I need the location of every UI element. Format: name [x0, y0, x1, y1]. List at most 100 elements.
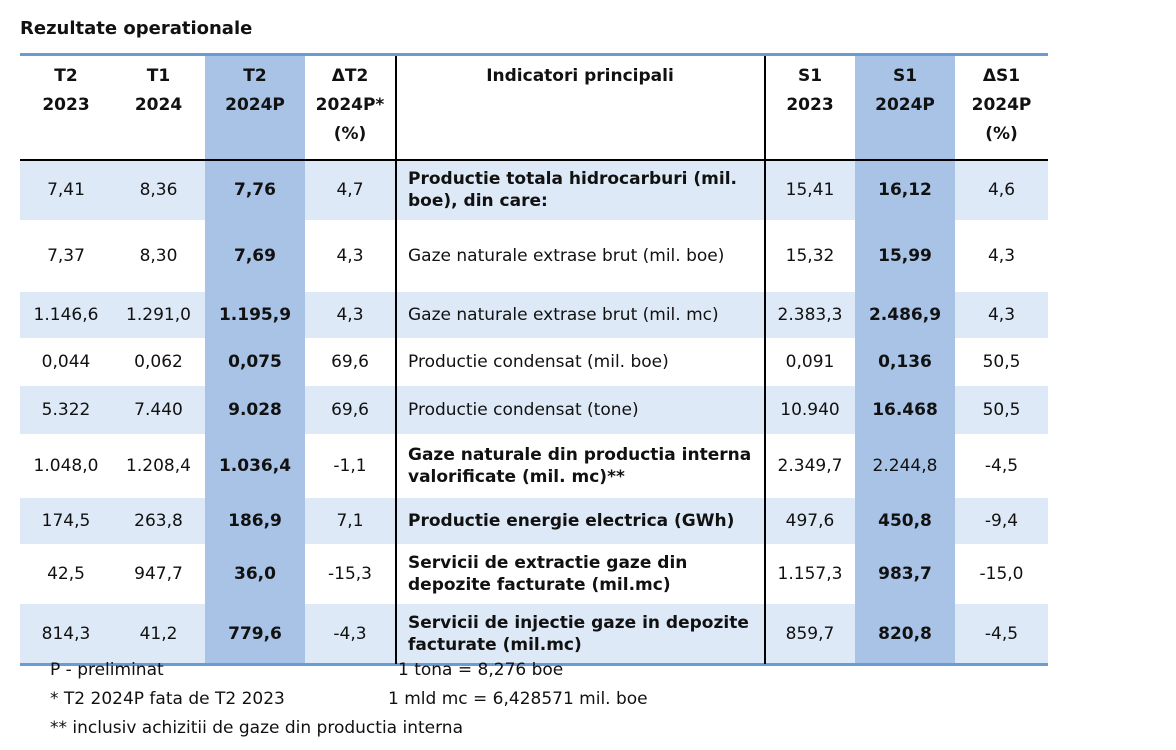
indicator: Gaze naturale extrase brut (mil. mc) — [408, 305, 719, 325]
value-cell: 4,3 — [336, 305, 364, 325]
value-cell: 7,1 — [336, 511, 364, 531]
value-cell: 859,7 — [785, 624, 835, 644]
header-line: ΔT2 — [331, 66, 369, 86]
header-rule — [20, 159, 1048, 161]
indicator: Gaze naturale din productia interna valo… — [408, 445, 752, 487]
value-cell: 4,3 — [336, 246, 364, 266]
value-cell: 41,2 — [139, 624, 178, 644]
column-shade — [205, 55, 305, 664]
value-cell: 1.157,3 — [777, 564, 843, 584]
header-line: 2024P — [971, 95, 1032, 115]
footnote: 1 mld mc = 6,428571 mil. boe — [388, 689, 648, 709]
footnote: ** inclusiv achizitii de gaze din produc… — [50, 718, 463, 738]
header-line: T1 — [146, 66, 171, 86]
column-header: Indicatori principali — [395, 56, 765, 160]
column-header: T2 2023 — [20, 56, 112, 160]
value-cell: 1.208,4 — [126, 456, 191, 476]
value-cell: 4,6 — [987, 180, 1016, 200]
header-line: S1 — [892, 66, 918, 86]
indicator: Servicii de extractie gaze din depozite … — [408, 553, 688, 595]
value-cell: 7,69 — [234, 246, 276, 266]
value-cell: 7,41 — [47, 180, 85, 200]
value-cell: 497,6 — [785, 511, 835, 531]
value-cell: 7.440 — [134, 400, 183, 420]
value-cell: 450,8 — [878, 511, 932, 531]
value-cell: 16.468 — [872, 400, 938, 420]
value-cell: 36,0 — [234, 564, 276, 584]
value-cell: 69,6 — [331, 400, 369, 420]
value-cell: 7,76 — [234, 180, 276, 200]
value-cell: 7,37 — [47, 246, 85, 266]
value-cell: 15,32 — [785, 246, 835, 266]
column-rule — [764, 56, 766, 664]
indicator: Productie condensat (mil. boe) — [408, 352, 669, 372]
indicator: Productie condensat (tone) — [408, 400, 639, 420]
value-cell: 2.244,8 — [872, 456, 938, 476]
header-line: S1 — [797, 66, 823, 86]
value-cell: 50,5 — [982, 400, 1021, 420]
indicator: Productie totala hidrocarburi (mil. boe)… — [408, 169, 737, 211]
value-cell: 8,36 — [139, 180, 178, 200]
value-cell: 0,136 — [878, 352, 932, 372]
value-cell: 4,3 — [987, 305, 1016, 325]
value-cell: -9,4 — [984, 511, 1019, 531]
value-cell: 5.322 — [41, 400, 91, 420]
value-cell: 42,5 — [47, 564, 85, 584]
value-cell: 15,99 — [878, 246, 932, 266]
value-cell: -15,0 — [979, 564, 1024, 584]
header-line: 2024P — [875, 95, 935, 115]
column-header: ΔT2 2024P* (%) — [305, 56, 395, 160]
value-cell: 0,062 — [134, 352, 183, 372]
title: Rezultate operationale — [20, 18, 253, 39]
value-cell: 8,30 — [139, 246, 178, 266]
header-line: 2024P — [225, 95, 285, 115]
column-header: T1 2024 — [112, 56, 205, 160]
header-line: ΔS1 — [982, 66, 1021, 86]
header-line: Indicatori principali — [486, 66, 674, 86]
value-cell: 820,8 — [878, 624, 932, 644]
value-cell: -4,3 — [333, 624, 367, 644]
value-cell: 0,044 — [41, 352, 91, 372]
value-cell: 814,3 — [41, 624, 91, 644]
value-cell: -4,5 — [984, 624, 1019, 644]
value-cell: 1.048,0 — [33, 456, 99, 476]
value-cell: 983,7 — [878, 564, 932, 584]
footnote: 1 tona = 8,276 boe — [398, 660, 564, 680]
value-cell: 15,41 — [785, 180, 835, 200]
value-cell: 50,5 — [982, 352, 1021, 372]
value-cell: 186,9 — [228, 511, 282, 531]
header-line: (%) — [985, 124, 1018, 144]
column-header: ΔS1 2024P (%) — [955, 56, 1048, 160]
value-cell: 174,5 — [41, 511, 91, 531]
value-cell: 4,7 — [336, 180, 364, 200]
value-cell: 10.940 — [780, 400, 840, 420]
header-line: (%) — [333, 124, 367, 144]
column-header: S1 2023 — [765, 56, 855, 160]
value-cell: 4,3 — [987, 246, 1016, 266]
column-header: S1 2024P — [855, 56, 955, 160]
indicator: Servicii de injectie gaze in depozite fa… — [408, 613, 749, 655]
header-line: 2023 — [42, 95, 90, 115]
value-cell: 2.349,7 — [777, 456, 843, 476]
indicator: Gaze naturale extrase brut (mil. boe) — [408, 246, 725, 266]
value-cell: -15,3 — [328, 564, 372, 584]
value-cell: 2.486,9 — [868, 305, 942, 325]
value-cell: 1.146,6 — [33, 305, 99, 325]
value-cell: 0,091 — [785, 352, 835, 372]
value-cell: 779,6 — [228, 624, 282, 644]
header-line: T2 — [243, 66, 267, 86]
value-cell: 1.291,0 — [126, 305, 191, 325]
column-header: T2 2024P — [205, 56, 305, 160]
value-cell: 9.028 — [228, 400, 282, 420]
footnote: P - preliminat — [50, 660, 164, 680]
value-cell: -1,1 — [333, 456, 367, 476]
value-cell: 0,075 — [228, 352, 282, 372]
value-cell: 263,8 — [134, 511, 183, 531]
value-cell: 69,6 — [331, 352, 369, 372]
value-cell: 16,12 — [878, 180, 932, 200]
value-cell: 1.036,4 — [218, 456, 292, 476]
indicator: Productie energie electrica (GWh) — [408, 511, 735, 531]
header-line: 2023 — [786, 95, 834, 115]
column-shade — [855, 55, 955, 664]
